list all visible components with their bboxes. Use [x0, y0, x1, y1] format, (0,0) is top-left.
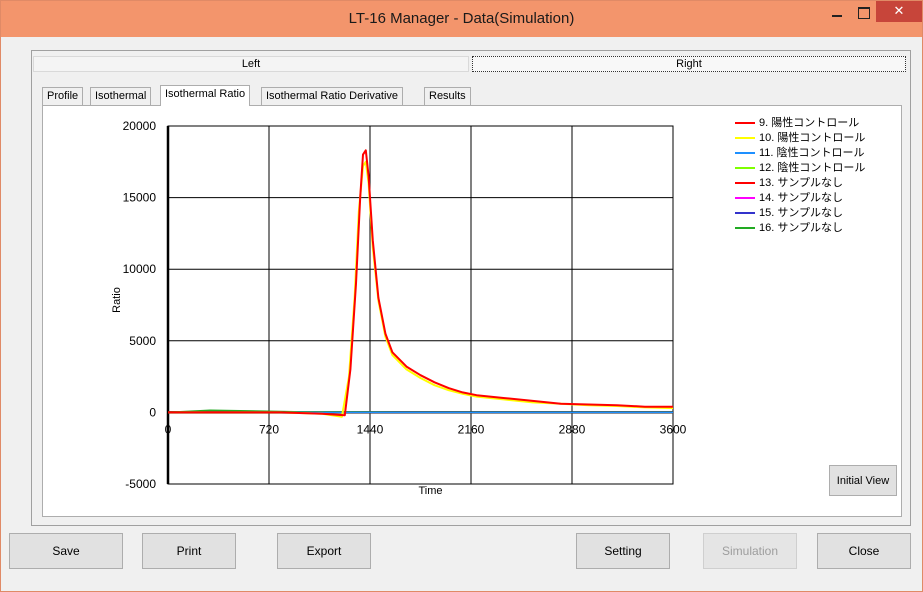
legend-swatch	[735, 137, 755, 140]
x-tick-label: 720	[259, 422, 279, 436]
legend-item: 16. サンプルなし	[735, 221, 865, 236]
legend-item: 10. 陽性コントロール	[735, 131, 865, 146]
chart-legend: 9. 陽性コントロール 10. 陽性コントロール 11. 陰性コントロール 12. 陰…	[735, 116, 865, 236]
tab-isothermal-ratio-derivative[interactable]: Isothermal Ratio Derivative	[261, 87, 404, 105]
title-bar[interactable]: LT-16 Manager - Data(Simulation)	[1, 1, 922, 37]
minimize-icon[interactable]	[824, 1, 850, 27]
x-axis-title: Time	[418, 485, 442, 497]
legend-label: 14. サンプルなし	[759, 192, 844, 204]
close-window-icon[interactable]	[876, 1, 922, 22]
client-area: Left Right Profile Isothermal Isothermal…	[9, 37, 915, 585]
legend-label: 12. 陰性コントロール	[759, 162, 866, 174]
initial-view-button[interactable]: Initial View	[829, 465, 897, 496]
y-tick-label: 20000	[123, 119, 157, 133]
side-tab-right[interactable]: Right	[472, 56, 906, 72]
legend-swatch	[735, 212, 755, 215]
y-tick-label: 5000	[129, 334, 156, 348]
close-button[interactable]: Close	[817, 533, 911, 569]
main-frame: Left Right Profile Isothermal Isothermal…	[31, 50, 911, 526]
legend-label: 15. サンプルなし	[759, 207, 844, 219]
legend-swatch	[735, 122, 755, 125]
export-button[interactable]: Export	[277, 533, 371, 569]
y-tick-label: 0	[149, 405, 156, 419]
ratio-chart: 20000150001000050000-5000072014402160288…	[111, 119, 687, 497]
legend-item: 14. サンプルなし	[735, 191, 865, 206]
legend-swatch	[735, 227, 755, 230]
x-tick-label: 2880	[559, 422, 586, 436]
y-axis-title: Ratio	[111, 287, 123, 313]
x-tick-label: 3600	[660, 422, 687, 436]
side-tab-left[interactable]: Left	[33, 56, 469, 72]
legend-item: 9. 陽性コントロール	[735, 116, 865, 131]
simulation-button[interactable]: Simulation	[703, 533, 797, 569]
legend-swatch	[735, 197, 755, 200]
save-button[interactable]: Save	[9, 533, 123, 569]
tab-results[interactable]: Results	[424, 87, 471, 105]
legend-swatch	[735, 182, 755, 185]
legend-item: 13. サンプルなし	[735, 176, 865, 191]
legend-label: 13. サンプルなし	[759, 177, 844, 189]
legend-item: 15. サンプルなし	[735, 206, 865, 221]
legend-label: 11. 陰性コントロール	[759, 147, 865, 159]
tab-isothermal[interactable]: Isothermal	[90, 87, 152, 105]
plot-area	[167, 125, 674, 485]
series-line-9	[168, 149, 673, 417]
legend-item: 12. 陰性コントロール	[735, 161, 865, 176]
maximize-icon[interactable]	[850, 1, 876, 27]
x-tick-label: 1440	[357, 422, 384, 436]
x-tick-label: 2160	[458, 422, 485, 436]
chart-panel: 20000150001000050000-5000072014402160288…	[42, 105, 902, 517]
legend-swatch	[735, 152, 755, 155]
legend-label: 10. 陽性コントロール	[759, 132, 866, 144]
tab-isothermal-ratio[interactable]: Isothermal Ratio	[160, 85, 251, 106]
legend-item: 11. 陰性コントロール	[735, 146, 865, 161]
tab-profile[interactable]: Profile	[42, 87, 84, 105]
y-tick-label: 15000	[123, 191, 157, 205]
legend-label: 16. サンプルなし	[759, 222, 844, 234]
legend-label: 9. 陽性コントロール	[759, 117, 860, 129]
y-tick-label: -5000	[125, 477, 156, 491]
print-button[interactable]: Print	[142, 533, 236, 569]
y-tick-label: 10000	[123, 262, 157, 276]
legend-swatch	[735, 167, 755, 170]
setting-button[interactable]: Setting	[576, 533, 670, 569]
window-title: LT-16 Manager - Data(Simulation)	[348, 10, 575, 27]
